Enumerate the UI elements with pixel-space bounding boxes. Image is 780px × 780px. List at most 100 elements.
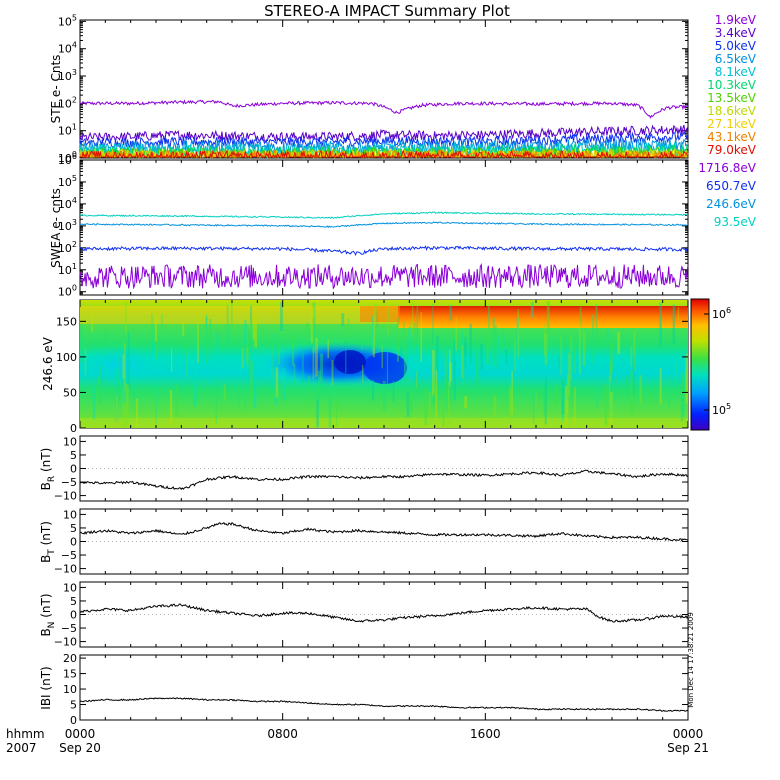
- svg-text:104: 104: [58, 41, 77, 56]
- bmag-ytick: 0: [70, 714, 688, 727]
- ste-legend-13-5kev: 13.5keV: [707, 91, 757, 105]
- xtick-2: 1600: [470, 20, 501, 741]
- x-axis-ticks: 0000 0800 1600 0000: [65, 20, 703, 741]
- svg-text:102: 102: [58, 240, 77, 255]
- ste-legend-3-4kev: 3.4keV: [715, 26, 757, 40]
- bmag-ytick: 15: [63, 668, 688, 681]
- svg-text:0: 0: [70, 536, 77, 549]
- pad-ytick: 100: [56, 351, 688, 364]
- pad-ytick: 50: [63, 386, 688, 399]
- swea-legend: 1716.8eV 650.7eV 246.6eV 93.5eV: [698, 161, 756, 229]
- svg-text:10: 10: [63, 581, 77, 594]
- ste-ytick: 100: [58, 150, 688, 165]
- svg-text:106: 106: [712, 306, 731, 321]
- svg-text:100: 100: [58, 284, 77, 299]
- br-ytick: −10: [54, 490, 688, 503]
- svg-text:100: 100: [56, 351, 77, 364]
- svg-text:101: 101: [58, 262, 77, 277]
- ste-legend-5-0kev: 5.0keV: [715, 39, 757, 53]
- ste-series-2: [79, 131, 689, 149]
- svg-text:0: 0: [70, 609, 77, 622]
- svg-text:105: 105: [58, 174, 77, 189]
- pad-spectrogram: [80, 300, 688, 428]
- ste-legend-6-5kev: 6.5keV: [715, 52, 757, 66]
- pad-ytick: 0: [70, 422, 688, 435]
- swea-ytick: 104: [58, 196, 688, 220]
- swea-legend-93-5ev: 93.5eV: [714, 215, 757, 229]
- ste-legend-43-1kev: 43.1keV: [707, 130, 757, 144]
- y-axis-ticks: 1051041031021011001061051041031021011001…: [54, 13, 688, 727]
- bt-series: [79, 521, 689, 542]
- ste-panel-frame: [79, 19, 689, 159]
- bt-ylabel: BT (nT): [39, 521, 57, 563]
- svg-text:0: 0: [70, 714, 77, 727]
- bmag-series: [79, 697, 689, 712]
- bt-ytick: 0: [70, 536, 688, 549]
- ste-legend-79-0kev: 79.0keV: [707, 143, 757, 157]
- br-ylabel: BR (nT): [39, 448, 57, 491]
- bn-ytick: −5: [61, 622, 688, 635]
- xaxis-year-label: 2007: [6, 741, 37, 755]
- colorbar: [690, 298, 710, 431]
- svg-text:100: 100: [58, 150, 77, 165]
- bmag-ylabel: IBI (nT): [39, 666, 53, 709]
- svg-text:20: 20: [63, 652, 77, 665]
- swea-series-2: [79, 221, 689, 229]
- svg-text:5: 5: [70, 699, 77, 712]
- br-ytick: −5: [61, 476, 688, 489]
- svg-text:10: 10: [63, 508, 77, 521]
- swea-series-0: [79, 263, 689, 290]
- ste-ytick: 103: [58, 68, 688, 96]
- plot-title: STEREO-A IMPACT Summary Plot: [264, 2, 510, 20]
- pad-ytick: 150: [56, 315, 688, 328]
- ste-series-10: [80, 149, 689, 159]
- data-series: [79, 99, 689, 712]
- svg-text:150: 150: [56, 315, 77, 328]
- xtick-label-2: 1600: [470, 727, 501, 741]
- svg-text:−10: −10: [54, 490, 77, 503]
- br-ytick: 10: [63, 435, 688, 448]
- ste-legend-18-6kev: 18.6keV: [707, 104, 757, 118]
- bt-ytick: −5: [61, 549, 688, 562]
- bmag-panel-frame: [79, 654, 689, 721]
- swea-ytick: 100: [58, 284, 688, 299]
- ste-legend-27-1kev: 27.1keV: [707, 117, 757, 131]
- ste-ylabel: STE e- Cnts: [49, 55, 63, 124]
- bmag-ytick: 20: [63, 652, 688, 665]
- swea-ytick: 105: [58, 174, 688, 198]
- br-ytick: 0: [70, 463, 688, 476]
- svg-text:5: 5: [70, 449, 77, 462]
- ste-ytick: 104: [58, 41, 688, 69]
- svg-text:104: 104: [58, 196, 77, 211]
- svg-text:106: 106: [58, 152, 77, 167]
- svg-text:5: 5: [70, 522, 77, 535]
- br-series: [79, 469, 689, 490]
- generation-stamp: Mon Dec 14 17:38:21 2009: [687, 612, 695, 707]
- bmag-ytick: 5: [70, 699, 688, 712]
- xaxis-date-start: Sep 20: [59, 741, 101, 755]
- svg-text:105: 105: [58, 13, 77, 28]
- svg-text:10: 10: [63, 435, 77, 448]
- xtick-3: 0000: [673, 20, 703, 741]
- swea-legend-246-6ev: 246.6eV: [706, 197, 757, 211]
- xaxis-date-end: Sep 21: [667, 741, 709, 755]
- svg-text:−5: −5: [61, 476, 77, 489]
- svg-text:0: 0: [70, 422, 77, 435]
- ste-legend-8-1kev: 8.1keV: [715, 65, 757, 79]
- swea-legend-1716-8ev: 1716.8eV: [698, 161, 756, 175]
- svg-text:103: 103: [58, 218, 77, 233]
- bt-ytick: −10: [54, 563, 688, 576]
- svg-text:10: 10: [63, 683, 77, 696]
- svg-text:105: 105: [712, 402, 731, 417]
- xtick-label-0: 0000: [65, 727, 96, 741]
- swea-legend-650-7ev: 650.7eV: [706, 179, 757, 193]
- svg-text:50: 50: [63, 386, 77, 399]
- xtick-label-1: 0800: [267, 727, 298, 741]
- svg-text:103: 103: [58, 68, 77, 83]
- svg-text:−5: −5: [61, 549, 77, 562]
- svg-text:−10: −10: [54, 636, 77, 649]
- svg-text:5: 5: [70, 595, 77, 608]
- svg-text:0: 0: [70, 463, 77, 476]
- bn-ytick: 5: [70, 595, 688, 608]
